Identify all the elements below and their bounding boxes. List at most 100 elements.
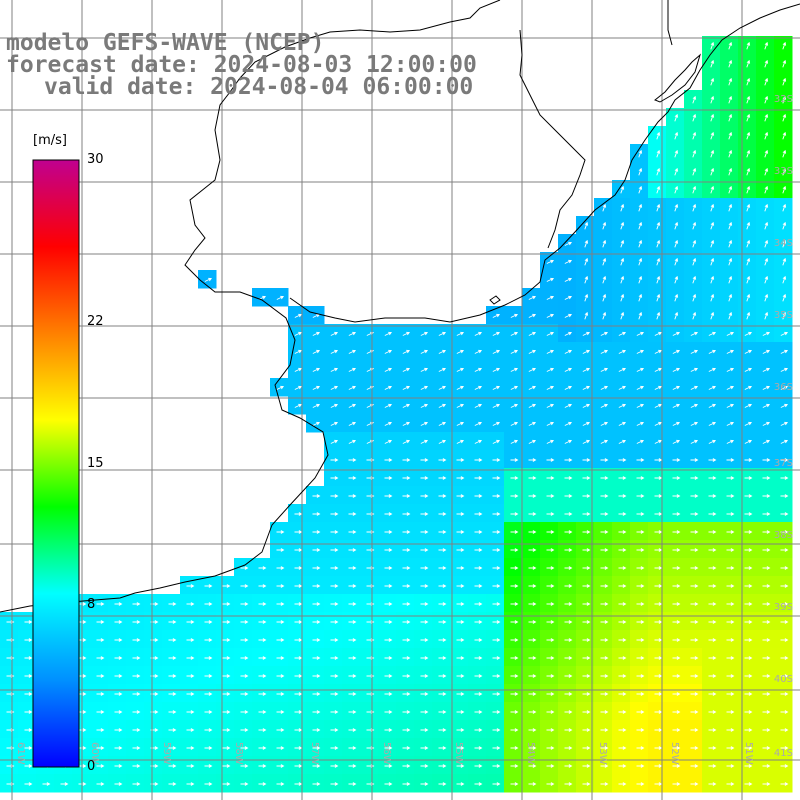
- wind-arrow: [528, 439, 537, 444]
- field-cell: [756, 162, 775, 181]
- wind-arrow: [746, 149, 751, 158]
- wind-arrow: [384, 584, 393, 588]
- field-cell: [648, 486, 667, 505]
- wind-arrow: [168, 692, 177, 696]
- wind-arrow: [746, 77, 751, 86]
- wind-arrow: [258, 602, 267, 606]
- field-cell: [162, 774, 181, 793]
- field-cell: [468, 432, 487, 451]
- wind-arrow: [782, 239, 787, 248]
- wind-arrow: [764, 275, 769, 284]
- field-cell: [90, 612, 109, 631]
- wind-arrow: [600, 367, 609, 372]
- coastline: [0, 0, 800, 613]
- field-cell: [342, 558, 361, 577]
- wind-arrow: [258, 782, 267, 786]
- field-cell: [630, 648, 649, 667]
- field-cell: [342, 666, 361, 685]
- field-cell: [504, 648, 523, 667]
- wind-arrow: [690, 331, 699, 336]
- wind-arrow: [474, 728, 483, 732]
- wind-arrow: [510, 458, 519, 462]
- field-cell: [90, 594, 109, 613]
- field-cell: [684, 162, 703, 181]
- wind-arrow: [402, 728, 411, 732]
- field-cell: [396, 378, 415, 397]
- wind-arrow: [492, 512, 501, 516]
- wind-arrow: [746, 185, 751, 194]
- wind-arrow: [438, 530, 447, 534]
- wind-arrow: [438, 764, 447, 768]
- wind-arrow: [114, 620, 123, 624]
- wind-arrow: [222, 710, 231, 714]
- field-cell: [522, 342, 541, 361]
- field-cell: [342, 396, 361, 415]
- wind-arrow: [402, 710, 411, 714]
- wind-arrow: [240, 782, 249, 786]
- field-cell: [288, 612, 307, 631]
- wind-arrow: [618, 674, 627, 678]
- wind-arrow: [780, 530, 789, 534]
- field-cell: [522, 630, 541, 649]
- field-cell: [522, 306, 541, 325]
- field-cell: [720, 360, 739, 379]
- field-cell: [594, 612, 613, 631]
- wind-arrow: [222, 638, 231, 642]
- field-cell: [90, 684, 109, 703]
- field-cell: [576, 288, 595, 307]
- wind-arrow: [330, 728, 339, 732]
- wind-arrow: [726, 349, 735, 354]
- wind-arrow: [728, 257, 733, 266]
- wind-arrow: [546, 728, 555, 732]
- field-cell: [666, 666, 685, 685]
- wind-arrow: [456, 620, 465, 624]
- field-cell: [702, 756, 721, 775]
- field-cell: [198, 594, 217, 613]
- field-cell: [702, 648, 721, 667]
- wind-arrow: [692, 257, 697, 266]
- field-cell: [558, 576, 577, 595]
- wind-arrow: [564, 295, 573, 300]
- wind-arrow: [330, 620, 339, 624]
- field-cell: [342, 630, 361, 649]
- wind-arrow: [744, 692, 753, 696]
- wind-arrow: [672, 421, 681, 426]
- field-cell: [468, 522, 487, 541]
- field-cell: [270, 648, 289, 667]
- wind-arrow: [744, 476, 753, 480]
- wind-arrow: [564, 764, 573, 768]
- field-cell: [378, 414, 397, 433]
- field-cell: [432, 324, 451, 343]
- wind-arrow: [402, 548, 411, 552]
- wind-arrow: [384, 566, 393, 570]
- field-cell: [684, 630, 703, 649]
- wind-arrow: [348, 782, 357, 786]
- field-cell: [684, 522, 703, 541]
- field-cell: [414, 576, 433, 595]
- wind-arrow: [114, 638, 123, 642]
- field-cell: [558, 360, 577, 379]
- wind-arrow: [600, 620, 609, 624]
- wind-arrow: [438, 710, 447, 714]
- field-cell: [774, 324, 793, 343]
- field-cell: [774, 486, 793, 505]
- field-cell: [18, 648, 37, 667]
- field-cell: [450, 666, 469, 685]
- wind-arrow: [690, 602, 699, 606]
- field-cell: [540, 576, 559, 595]
- field-cell: [522, 684, 541, 703]
- field-cell: [504, 540, 523, 559]
- lon-label: 59W: [161, 742, 172, 765]
- wind-arrow: [96, 638, 105, 642]
- wind-arrow: [690, 782, 699, 786]
- field-cell: [666, 162, 685, 181]
- wind-arrow: [582, 385, 591, 390]
- field-cell: [450, 504, 469, 523]
- field-cell: [738, 270, 757, 289]
- wind-arrow: [330, 494, 339, 498]
- wind-arrow: [584, 275, 589, 284]
- wind-arrow: [764, 239, 769, 248]
- wind-arrow: [348, 656, 357, 660]
- field-cell: [648, 342, 667, 361]
- field-cell: [324, 378, 343, 397]
